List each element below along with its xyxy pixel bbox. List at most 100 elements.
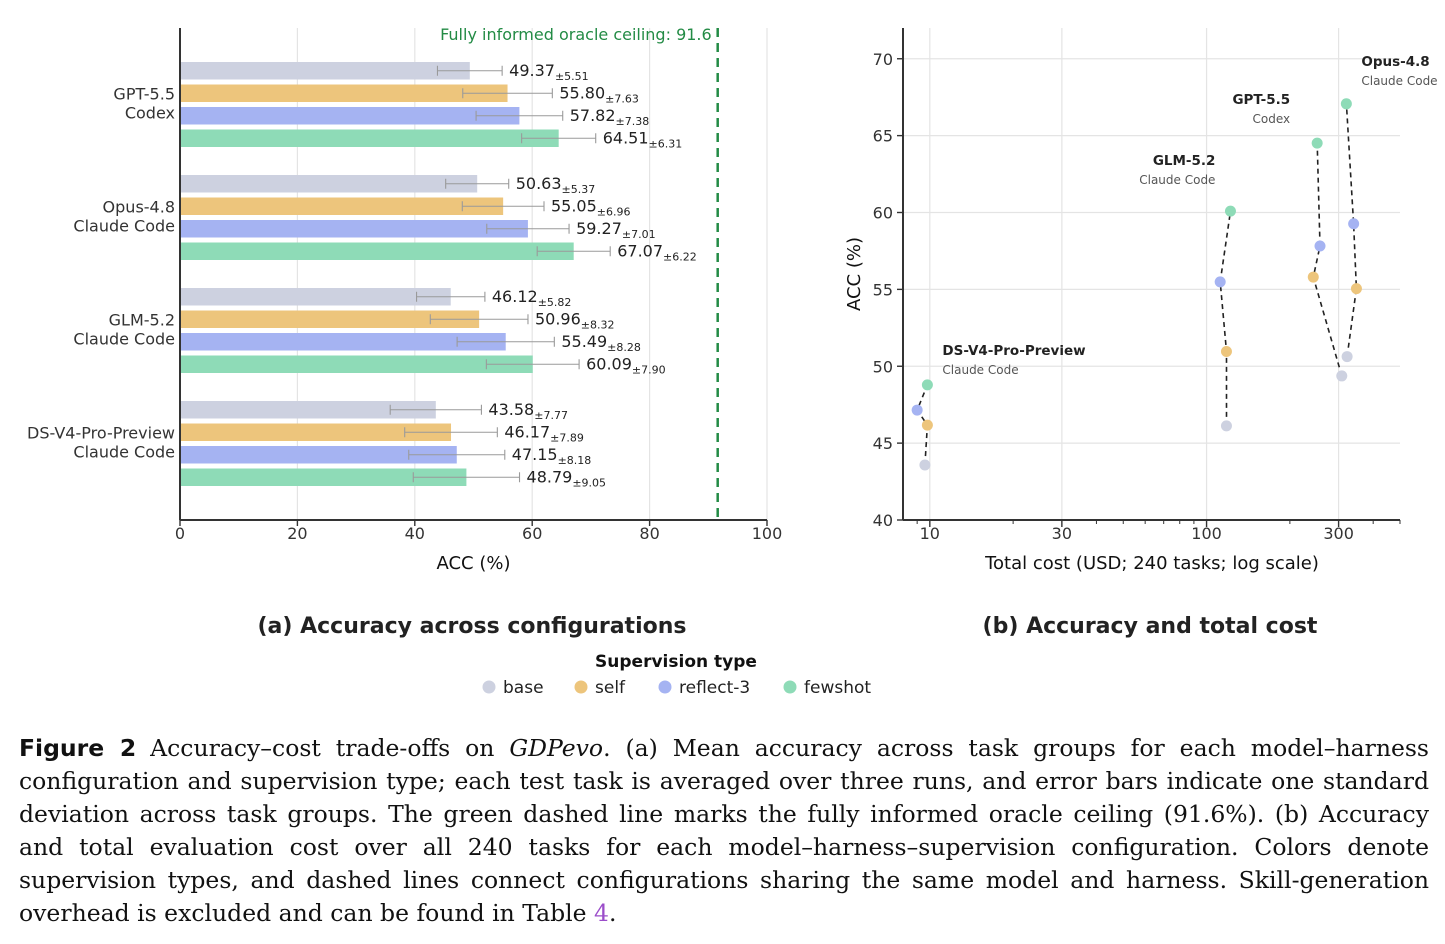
bar-self	[180, 84, 508, 102]
point-base	[1336, 370, 1348, 382]
x-tick-label: 30	[1052, 524, 1072, 543]
panel-b-scatter-chart: DS-V4-Pro-Preview Claude Code GLM-5.2 Claud…	[844, 28, 1438, 639]
point-base	[919, 459, 931, 471]
point-fewshot	[1311, 137, 1323, 149]
y-axis-title: ACC (%)	[844, 237, 865, 311]
point-reflect-3	[911, 404, 923, 416]
model-connector-line	[1219, 210, 1232, 426]
model-annotation-harness: Claude Code	[1361, 74, 1437, 88]
bar-value-label: 49.37±5.51	[509, 61, 589, 83]
model-annotation-name: DS-V4-Pro-Preview	[942, 343, 1085, 359]
caption-text-3: .	[608, 899, 617, 927]
x-axis-title: Total cost (USD; 240 tasks; log scale)	[984, 553, 1319, 574]
group-label-harness: Codex	[125, 104, 175, 123]
legend-label-reflect-3: reflect-3	[679, 678, 750, 698]
x-tick-label: 80	[639, 524, 659, 543]
point-fewshot	[1224, 205, 1236, 217]
y-tick-label: 50	[873, 357, 893, 376]
point-fewshot	[921, 379, 933, 391]
bar-base	[180, 175, 478, 193]
bar-self	[180, 423, 452, 441]
bar-value-label: 57.82±7.38	[570, 106, 650, 128]
x-tick-label: 20	[287, 524, 307, 543]
point-base	[1220, 420, 1232, 432]
group-label-model: DS-V4-Pro-Preview	[27, 424, 175, 443]
model-connector-line	[1345, 103, 1358, 357]
x-tick-label: 0	[175, 524, 185, 543]
y-tick-label: 70	[873, 50, 893, 69]
x-tick-label: 10	[920, 524, 940, 543]
bar-reflect-3	[180, 220, 528, 238]
oracle-ceiling-label: Fully informed oracle ceiling: 91.6	[440, 25, 712, 44]
x-tick-label: 100	[752, 524, 783, 543]
panel-b-title: (b) Accuracy and total cost	[983, 614, 1318, 639]
legend-title: Supervision type	[595, 652, 757, 672]
bar-value-label: 50.63±5.37	[516, 174, 596, 196]
group-label-harness: Claude Code	[73, 330, 175, 349]
bar-value-label: 46.12±5.82	[492, 287, 572, 309]
x-tick-label: 300	[1323, 524, 1354, 543]
bar-base	[180, 288, 451, 306]
x-axis-title: ACC (%)	[436, 553, 510, 574]
caption-text-1: Accuracy–cost trade-offs on	[150, 734, 510, 762]
point-reflect-3	[1214, 276, 1226, 288]
legend-marker-fewshot	[783, 680, 797, 694]
caption-dataset: GDPevo	[509, 734, 604, 762]
legend-label-base: base	[503, 678, 544, 698]
point-reflect-3	[1348, 218, 1360, 230]
legend: Supervision type base self reflect-3 fewshot	[482, 652, 871, 698]
bar-fewshot	[180, 355, 533, 373]
bar-base	[180, 401, 436, 419]
caption-text-2: . (a) Mean accuracy across task groups f…	[19, 734, 1429, 927]
point-self	[1220, 345, 1232, 357]
bar-self	[180, 310, 480, 328]
legend-marker-self	[574, 680, 588, 694]
y-tick-label: 40	[873, 511, 893, 530]
model-connector-line	[916, 384, 929, 466]
point-self	[921, 419, 933, 431]
bar-reflect-3	[180, 107, 520, 125]
bar-value-label: 55.49±8.28	[561, 332, 641, 354]
model-annotation-name: GLM-5.2	[1153, 153, 1216, 169]
y-tick-label: 55	[873, 280, 893, 299]
bar-fewshot	[180, 468, 467, 486]
bar-value-label: 50.96±8.32	[535, 309, 615, 331]
model-annotation-name: GPT-5.5	[1232, 92, 1290, 108]
model-connector-line	[1312, 143, 1343, 377]
bar-value-label: 43.58±7.77	[488, 400, 568, 422]
bar-base	[180, 62, 470, 80]
y-tick-label: 65	[873, 127, 893, 146]
group-label-model: Opus-4.8	[103, 198, 175, 217]
model-annotation-name: Opus-4.8	[1361, 54, 1429, 70]
y-tick-label: 45	[873, 434, 893, 453]
model-annotation-harness: Claude Code	[942, 363, 1018, 377]
legend-label-fewshot: fewshot	[804, 678, 871, 698]
point-self	[1350, 283, 1362, 295]
group-label-model: GLM-5.2	[109, 311, 175, 330]
bar-self	[180, 197, 504, 215]
group-label-harness: Claude Code	[73, 443, 175, 462]
panel-a-title: (a) Accuracy across configurations	[258, 614, 687, 639]
legend-marker-reflect-3	[658, 680, 672, 694]
point-fewshot	[1340, 98, 1352, 110]
model-annotation-harness: Codex	[1253, 112, 1291, 126]
legend-marker-base	[482, 680, 496, 694]
panel-a-bar-chart: 49.37±5.5155.80±7.6357.82±7.3864.51±6.31…	[27, 25, 782, 639]
bar-fewshot	[180, 242, 574, 260]
bar-value-label: 67.07±6.22	[617, 241, 697, 263]
group-label-model: GPT-5.5	[113, 85, 175, 104]
y-tick-label: 60	[873, 204, 893, 223]
caption-label: Figure 2	[19, 734, 137, 762]
bar-value-label: 46.17±7.89	[504, 422, 584, 444]
bar-value-label: 60.09±7.90	[586, 354, 666, 376]
bar-value-label: 64.51±6.31	[603, 128, 683, 150]
bar-value-label: 59.27±7.01	[576, 219, 656, 241]
point-base	[1341, 351, 1353, 363]
model-annotation-harness: Claude Code	[1139, 173, 1215, 187]
bar-value-label: 55.80±7.63	[559, 83, 639, 105]
bar-value-label: 47.15±8.18	[512, 445, 592, 467]
table-reference-link[interactable]: 4	[594, 899, 609, 927]
x-tick-label: 60	[522, 524, 542, 543]
bar-value-label: 48.79±9.05	[527, 467, 607, 489]
